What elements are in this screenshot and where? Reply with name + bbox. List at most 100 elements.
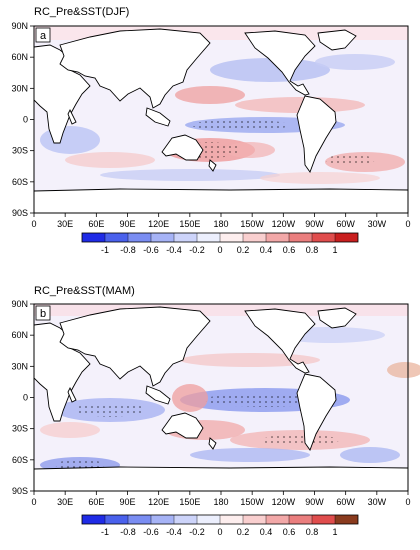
panel-b-lon-tick-label: 90E xyxy=(119,497,135,507)
panel-a-lat-tick-label: 30N xyxy=(11,83,28,93)
panel-b-label-box xyxy=(35,305,51,321)
panel-b-colorbar-box xyxy=(266,515,289,524)
panel-a-lon-tick-label: 120W xyxy=(272,219,296,229)
panel-b-map: b xyxy=(33,303,420,492)
panel-b-lat-tick-label: 60N xyxy=(11,330,28,340)
panel-b-lat-tick-label: 30S xyxy=(12,424,28,434)
panel-b-colorbar-box xyxy=(82,515,105,524)
panel-b-land xyxy=(33,306,409,492)
panel-a-label-box xyxy=(35,27,51,43)
panel-a-lat-tick-label: 0 xyxy=(23,115,28,125)
panel-b-lon-tick-label: 30E xyxy=(57,497,73,507)
panel-a-colorbar: -1 -0.8 -0.6 -0.4 -0.2 0 0.2 0.4 0.6 0.8 1 xyxy=(81,232,359,255)
panel-b-lon-tick-label: 60W xyxy=(336,497,355,507)
panel-a-lat-tick-label: 90S xyxy=(12,208,28,218)
panel-a-lat-tick-label: 90N xyxy=(11,21,28,31)
panel-b-lon-tick-label: 120W xyxy=(272,497,296,507)
panel-b-colorbar-label: 1 xyxy=(332,527,337,537)
panel-a-lon-tick-label: 0 xyxy=(405,219,410,229)
panel-b-colorbar-box xyxy=(174,515,197,524)
panel-b-colorbar-box xyxy=(151,515,174,524)
panel-b-lat-tick-label: 0 xyxy=(23,393,28,403)
panel-b-lat-tick-label: 90S xyxy=(12,486,28,496)
panel-b-colorbar-label: -0.2 xyxy=(189,527,205,537)
panel-a-colorbar-box xyxy=(151,233,174,242)
panel-a-colorbar-label: -0.6 xyxy=(143,245,159,255)
panel-b-colorbar: -1 -0.8 -0.6 -0.4 -0.2 0 0.2 0.4 0.6 0.8 1 xyxy=(81,514,359,537)
panel-b-colorbar-box xyxy=(243,515,266,524)
panel-a-colorbar-label: 0 xyxy=(217,245,222,255)
panel-a-lon-tick-label: 150W xyxy=(240,219,264,229)
panel-b-colorbar-box xyxy=(335,515,358,524)
panel-a-colorbar-label: 0.4 xyxy=(260,245,273,255)
panel-a-colorbar-box xyxy=(220,233,243,242)
panel-a-lon-tick-label: 60W xyxy=(336,219,355,229)
panel-a-colorbar-box xyxy=(105,233,128,242)
panel-b-colorbar-box xyxy=(312,515,335,524)
panel-b-lon-tick-label: 0 xyxy=(31,497,36,507)
panel-a-lon-tick-label: 90W xyxy=(305,219,324,229)
panel-a-lon-tick-label: 90E xyxy=(119,219,135,229)
panel-a-map: a xyxy=(33,25,409,214)
panel-b-colorbar-box xyxy=(197,515,220,524)
panel-a-lon-tick-label: 0 xyxy=(31,219,36,229)
panel-b-colorbar-label: -0.6 xyxy=(143,527,159,537)
panel-a-colorbar-label: 1 xyxy=(332,245,337,255)
panel-b-lat-tick-label: 60S xyxy=(12,455,28,465)
panel-b-lat-tick-label: 30N xyxy=(11,361,28,371)
panel-a-colorbar-label: -0.8 xyxy=(120,245,136,255)
panel-a-lat-tick-label: 60N xyxy=(11,52,28,62)
panel-b-lon-tick-label: 0 xyxy=(405,497,410,507)
panel-a-colorbar-label: -0.4 xyxy=(166,245,182,255)
panel-b-colorbar-label: 0.2 xyxy=(237,527,250,537)
panel-b-colorbar-box xyxy=(105,515,128,524)
panel-a-label: a xyxy=(40,30,47,42)
panel-b-lat-tick-label: 90N xyxy=(11,299,28,309)
panel-b-colorbar-label: 0.6 xyxy=(283,527,296,537)
panel-a-colorbar-box xyxy=(312,233,335,242)
panel-a-colorbar-box xyxy=(174,233,197,242)
panel-a-lat-tick-label: 60S xyxy=(12,177,28,187)
panel-a-lat-tick-label: 30S xyxy=(12,146,28,156)
panel-a-colorbar-box xyxy=(266,233,289,242)
panel-b-colorbar-label: -0.4 xyxy=(166,527,182,537)
panel-b-colorbar-label: 0 xyxy=(217,527,222,537)
panel-a-colorbar-box xyxy=(335,233,358,242)
panel-a-colorbar-label: 0.6 xyxy=(283,245,296,255)
panel-b-colorbar-box xyxy=(128,515,151,524)
panel-a-colorbar-label: -0.2 xyxy=(189,245,205,255)
panel-b-lon-tick-label: 150E xyxy=(179,497,200,507)
panel-a-colorbar-label: 0.8 xyxy=(306,245,319,255)
panel-a-colorbar-box xyxy=(82,233,105,242)
panel-b-colorbar-box xyxy=(220,515,243,524)
panel-b-label: b xyxy=(40,308,46,320)
panel-b-lon-tick-label: 90W xyxy=(305,497,324,507)
panel-a-lon-tick-label: 180 xyxy=(213,219,228,229)
panel-b-lon-tick-label: 30W xyxy=(368,497,387,507)
panel-a-lon-tick-label: 150E xyxy=(179,219,200,229)
panel-a-lon-tick-label: 60E xyxy=(88,219,104,229)
panel-b-title: RC_Pre&SST(MAM) xyxy=(34,285,135,297)
panel-a-shading xyxy=(34,26,408,184)
panel-b-colorbar-label: 0.8 xyxy=(306,527,319,537)
panel-a-colorbar-label: 0.2 xyxy=(237,245,250,255)
panel-a-colorbar-box xyxy=(243,233,266,242)
panel-b-lon-tick-label: 150W xyxy=(240,497,264,507)
panel-a-colorbar-box xyxy=(128,233,151,242)
panel-a-lon-tick-label: 30E xyxy=(57,219,73,229)
panel-a-lon-tick-label: 30W xyxy=(368,219,387,229)
panel-a-colorbar-box xyxy=(197,233,220,242)
panel-a-title: RC_Pre&SST(DJF) xyxy=(34,6,130,18)
panel-b-lon-tick-label: 60E xyxy=(88,497,104,507)
panel-b-lon-tick-label: 120E xyxy=(148,497,169,507)
panel-b-colorbar-label: -0.8 xyxy=(120,527,136,537)
panel-a-land xyxy=(33,28,409,214)
panel-a-colorbar-box xyxy=(289,233,312,242)
panel-b-colorbar-label: 0.4 xyxy=(260,527,273,537)
panel-b-lon-tick-label: 180 xyxy=(213,497,228,507)
